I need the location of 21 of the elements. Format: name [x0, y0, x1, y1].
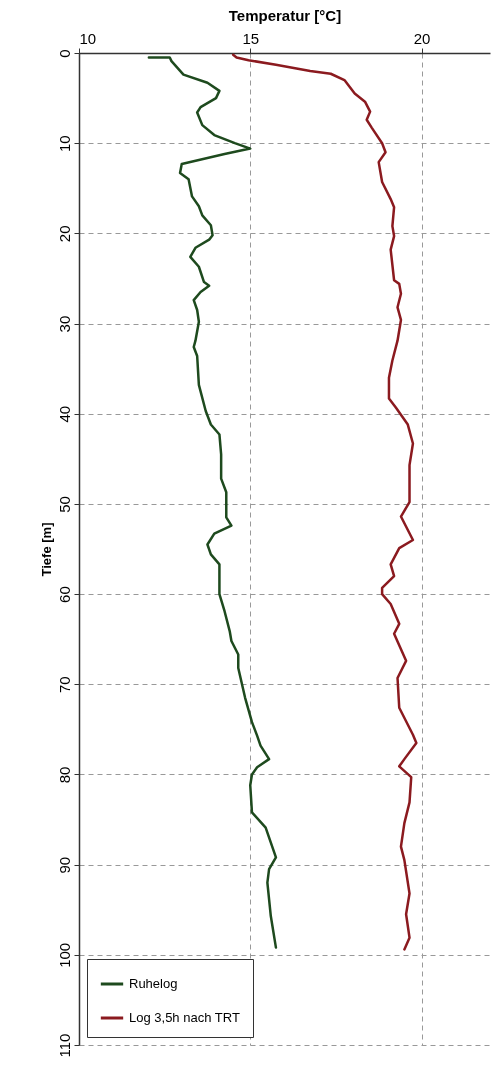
y-axis-title: Tiefe [m]: [38, 522, 54, 577]
x-axis-title: Temperatur [°C]: [228, 6, 342, 24]
x-tick-label: 20: [413, 29, 431, 47]
legend-label: Log 3,5h nach TRT: [129, 1010, 240, 1025]
y-tick-label: 80: [55, 766, 73, 784]
y-tick-label: 30: [55, 315, 73, 333]
y-tick-label: 40: [55, 405, 73, 423]
line-series: [231, 53, 418, 951]
y-tick-label: 0: [55, 49, 73, 58]
legend-label: Ruhelog: [129, 976, 178, 991]
x-tick-label: 10: [79, 29, 97, 47]
y-tick-label: 50: [55, 496, 73, 513]
y-tick-label: 110: [55, 1033, 73, 1058]
y-tick-label: 20: [55, 225, 73, 243]
y-tick-label: 100: [55, 942, 73, 968]
y-tick-label: 10: [55, 135, 73, 153]
line-series: [147, 56, 278, 949]
x-tick-label: 15: [242, 29, 260, 47]
y-tick-label: 90: [55, 856, 73, 874]
y-tick-label: 60: [55, 586, 73, 603]
y-tick-label: 70: [55, 676, 73, 694]
